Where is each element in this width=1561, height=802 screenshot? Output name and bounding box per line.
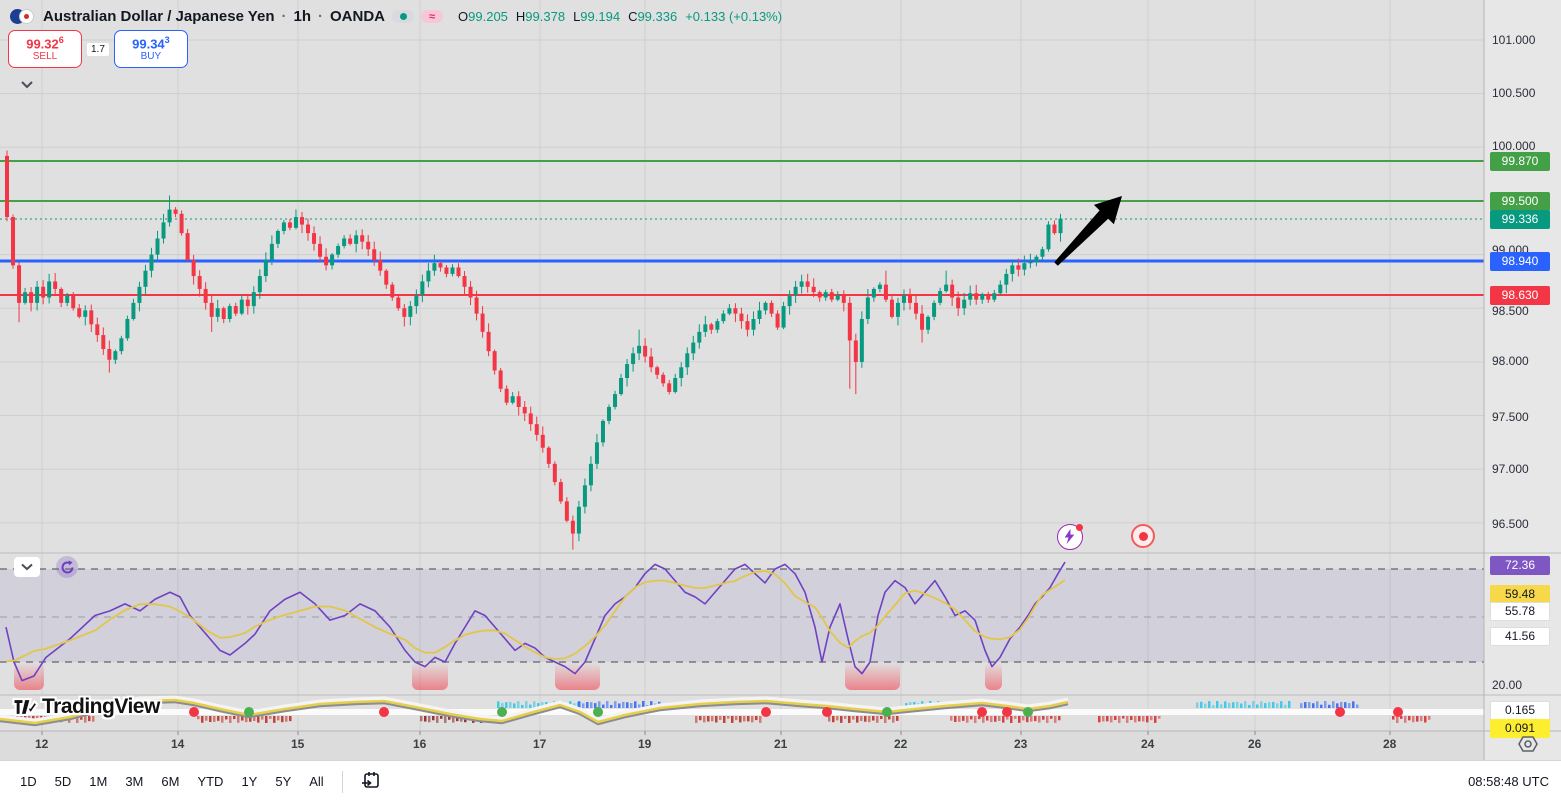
spread-value: 1.7 [87,42,109,56]
range-button-1d[interactable]: 1D [20,774,37,789]
price-label-99.336[interactable]: 99.336 [1490,209,1550,229]
symbol-flag-icon [10,7,36,26]
range-button-6m[interactable]: 6M [161,774,180,789]
time-axis-label: 17 [533,737,547,751]
price-axis-tick: 101.000 [1492,33,1536,47]
range-buttons: 1D 5D 1M 3M 6M YTD 1Y 5Y All [12,769,332,794]
time-axis-label: 28 [1383,737,1397,751]
price-label-98.630[interactable]: 98.630 [1490,285,1550,305]
price-label-55.78[interactable]: 55.78 [1490,601,1550,621]
signal-dot [761,707,771,717]
signal-dot [1002,707,1012,717]
price-label-99.870[interactable]: 99.870 [1490,151,1550,171]
signal-dot [822,707,832,717]
candles [5,150,1063,550]
notification-dot [1076,524,1083,531]
price-axis-tick: 97.500 [1492,410,1529,424]
rsi-collapse-chevron-icon[interactable] [14,557,40,577]
market-status-icon[interactable] [392,10,415,23]
lower-indicator [0,695,1484,727]
toolbar-divider [341,770,343,793]
price-label-0.165[interactable]: 0.165 [1490,700,1550,720]
price-axis-tick: 98.000 [1492,354,1529,368]
price-label-41.56[interactable]: 41.56 [1490,626,1550,646]
signal-dot [593,707,603,717]
clock-utc[interactable]: 08:58:48 UTC [1468,774,1549,789]
time-axis-label: 12 [35,737,49,751]
change-readout: +0.133 (+0.13%) [685,9,783,24]
watermark-text: TradingView [42,695,160,718]
time-axis-label: 16 [413,737,427,751]
signal-dot [1023,707,1033,717]
price-label-0.091[interactable]: 0.091 [1490,718,1550,738]
goto-date-icon[interactable] [353,766,388,798]
time-axis-label: 14 [171,737,185,751]
record-icon[interactable] [1131,524,1155,548]
time-axis-label: 15 [291,737,305,751]
tradingview-watermark: TradingView [12,694,160,720]
separator-dot: · [318,8,324,25]
rsi-plot [5,561,1066,682]
price-label-72.36[interactable]: 72.36 [1490,555,1550,575]
delayed-data-icon[interactable]: ≈ [421,10,444,23]
signal-dot [977,707,987,717]
time-axis-label: 21 [774,737,788,751]
rsi-refresh-icon[interactable] [56,556,78,578]
sell-button[interactable]: 99.326 SELL [8,30,82,68]
interval-label[interactable]: 1h [293,8,312,25]
flash-icon[interactable] [1057,524,1083,550]
signal-dot [497,707,507,717]
signal-dot [244,707,254,717]
time-axis-label: 24 [1141,737,1155,751]
ohlc-readout: O99.205 H99.378 L99.194 C99.336 +0.133 (… [458,9,783,24]
price-axis-tick: 97.000 [1492,462,1529,476]
price-axis-tick: 20.00 [1492,678,1523,692]
price-label-99.500[interactable]: 99.500 [1490,191,1550,211]
trade-panel: 99.326 SELL 1.7 99.343 BUY [8,30,188,68]
symbol-title[interactable]: Australian Dollar / Japanese Yen [43,8,275,25]
exchange-label[interactable]: OANDA [330,8,386,25]
buy-button[interactable]: 99.343 BUY [113,30,188,68]
time-axis-label: 26 [1248,737,1262,751]
price-axis-tick: 100.000 [1492,139,1536,153]
gear-icon[interactable] [1518,735,1538,758]
signal-dot [882,707,892,717]
bottom-toolbar: 1D 5D 1M 3M 6M YTD 1Y 5Y All 08:58:48 UTC [0,760,1561,802]
range-button-1m[interactable]: 1M [89,774,108,789]
range-button-ytd[interactable]: YTD [197,774,224,789]
separator-dot: · [281,8,287,25]
tradingview-logo-icon [12,697,38,717]
signal-dot [1335,707,1345,717]
price-label-59.48[interactable]: 59.48 [1490,584,1550,604]
price-axis-tick: 98.500 [1492,304,1529,318]
signal-dot [1393,707,1403,717]
range-button-all[interactable]: All [309,774,324,789]
range-button-5d[interactable]: 5D [54,774,72,789]
price-axis-tick: 96.500 [1492,517,1529,531]
range-button-5y[interactable]: 5Y [275,774,292,789]
time-axis-label: 23 [1014,737,1028,751]
signal-dot [189,707,199,717]
arrow-annotation[interactable] [1054,196,1122,266]
jpy-flag-icon [19,9,34,24]
gridlines [0,0,1484,731]
time-axis-label: 19 [638,737,652,751]
signal-dot [379,707,389,717]
time-axis-label: 22 [894,737,908,751]
price-label-98.940[interactable]: 98.940 [1490,251,1550,271]
symbol-header: Australian Dollar / Japanese Yen · 1h · … [10,7,782,26]
chevron-down-icon[interactable] [20,76,34,94]
range-button-3m[interactable]: 3M [125,774,144,789]
range-button-1y[interactable]: 1Y [241,774,258,789]
price-axis-tick: 100.500 [1492,86,1536,100]
